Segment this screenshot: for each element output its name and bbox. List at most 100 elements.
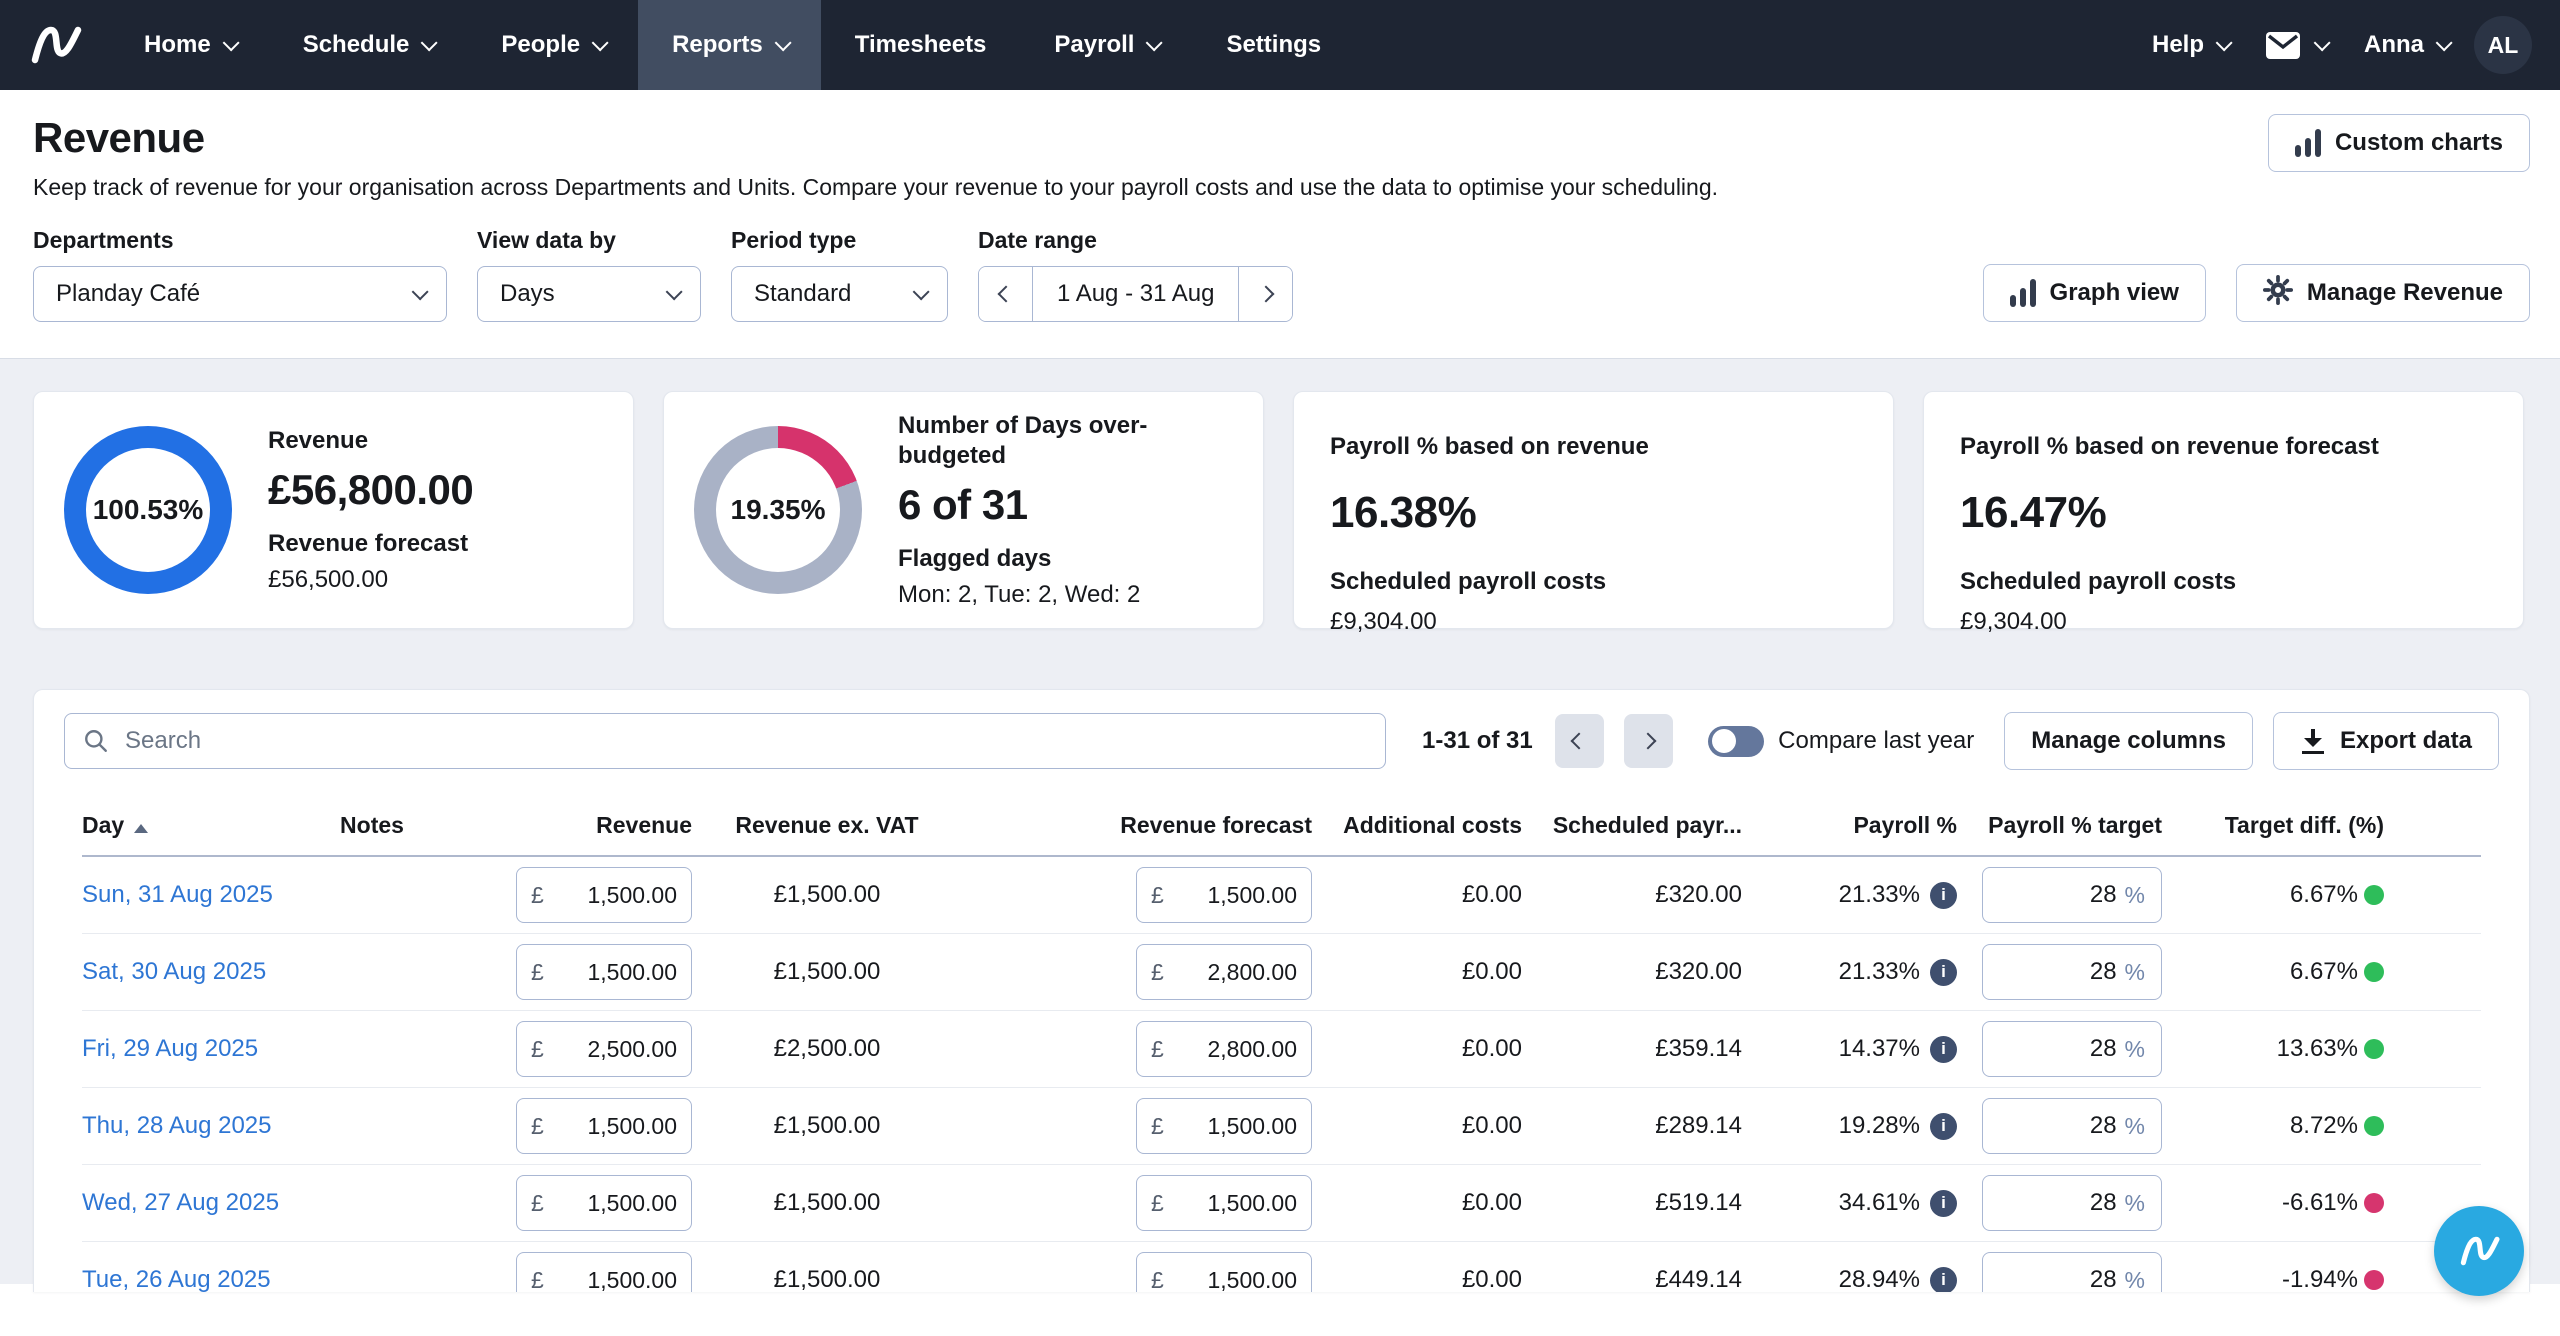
kpi-subvalue: Mon: 2, Tue: 2, Wed: 2 [898, 581, 1141, 608]
day-link[interactable]: Tue, 26 Aug 2025 [82, 1266, 271, 1292]
chevron-right-icon [1257, 285, 1275, 303]
payroll-target-cell: 28 % [1957, 1252, 2162, 1292]
nav-right: Help Anna AL [2140, 0, 2560, 90]
column-header-notes[interactable]: Notes [340, 812, 404, 838]
info-icon[interactable] [1930, 1189, 1957, 1217]
date-range-prev-button[interactable] [979, 267, 1033, 321]
revenue-forecast-input[interactable]: £ 1,500.00 [1136, 1175, 1312, 1231]
target-diff-cell: 6.67% [2162, 958, 2481, 986]
info-icon[interactable] [1930, 1035, 1957, 1063]
revenue-cell: £ 1,500.00 [462, 1175, 692, 1231]
pagination-prev-button[interactable] [1554, 714, 1604, 768]
status-dot [2364, 1116, 2384, 1136]
period-type-select[interactable]: Standard [731, 266, 948, 322]
revenue-ex-vat-cell: £1,500.00 [773, 1189, 881, 1216]
day-link[interactable]: Fri, 29 Aug 2025 [82, 1035, 259, 1062]
manage-revenue-button[interactable]: Manage Revenue [2235, 264, 2530, 322]
chevron-down-icon [774, 34, 792, 52]
nav-item-payroll[interactable]: Payroll [1020, 0, 1192, 90]
payroll-target-cell: 28 % [1957, 867, 2162, 923]
manage-columns-button[interactable]: Manage columns [2004, 712, 2253, 770]
info-icon[interactable] [1930, 1112, 1957, 1140]
planday-assistant-fab[interactable] [2434, 1206, 2524, 1296]
payroll-pct-cell: 19.28% [1742, 1112, 1957, 1140]
column-header-revenue-forecast[interactable]: Revenue forecast [1120, 812, 1312, 838]
kpi-subvalue: £9,304.00 [1960, 608, 2067, 635]
bar-chart-icon [2009, 279, 2036, 307]
departments-label: Departments [33, 227, 174, 253]
day-cell: Thu, 28 Aug 2025 [82, 1112, 282, 1140]
status-dot [2364, 1039, 2384, 1059]
currency-symbol: £ [1151, 1035, 1164, 1062]
payroll-target-input[interactable]: 28 % [1982, 1175, 2162, 1231]
kpi-value: 16.47% [1960, 488, 2107, 537]
planday-logo-icon[interactable] [0, 0, 110, 90]
revenue-input[interactable]: £ 1,500.00 [516, 944, 692, 1000]
currency-symbol: £ [1151, 1112, 1164, 1139]
day-link[interactable]: Wed, 27 Aug 2025 [82, 1189, 280, 1216]
day-link[interactable]: Thu, 28 Aug 2025 [82, 1112, 272, 1139]
revenue-forecast-input[interactable]: £ 1,500.00 [1136, 1098, 1312, 1154]
column-header-additional-costs[interactable]: Additional costs [1343, 812, 1522, 838]
messages-menu[interactable] [2254, 31, 2338, 59]
view-data-by-select[interactable]: Days [477, 266, 701, 322]
payroll-pct-cell: 21.33% [1742, 958, 1957, 986]
revenue-forecast-input[interactable]: £ 1,500.00 [1136, 1252, 1312, 1292]
revenue-forecast-input[interactable]: £ 2,800.00 [1136, 1021, 1312, 1077]
custom-charts-button[interactable]: Custom charts [2267, 114, 2530, 172]
column-header-payroll-pct-target[interactable]: Payroll % target [1988, 812, 2162, 838]
nav-item-schedule[interactable]: Schedule [269, 0, 468, 90]
day-link[interactable]: Sat, 30 Aug 2025 [82, 958, 267, 985]
column-header-payroll-pct[interactable]: Payroll % [1853, 812, 1957, 838]
column-header-revenue[interactable]: Revenue [596, 812, 692, 838]
payroll-target-input[interactable]: 28 % [1982, 944, 2162, 1000]
departments-select[interactable]: Planday Café [33, 266, 447, 322]
gear-icon [2262, 275, 2293, 311]
nav-item-people[interactable]: People [467, 0, 638, 90]
column-header-target-diff[interactable]: Target diff. (%) [2224, 812, 2384, 838]
user-menu[interactable]: Anna [2352, 31, 2460, 59]
kpi-cards: 100.53% Revenue £56,800.00 Revenue forec… [33, 391, 2530, 635]
payroll-pct-cell: 21.33% [1742, 881, 1957, 909]
search-input[interactable] [125, 727, 1367, 755]
nav-item-home[interactable]: Home [110, 0, 269, 90]
info-icon[interactable] [1930, 881, 1957, 909]
avatar[interactable]: AL [2474, 16, 2532, 74]
revenue-input[interactable]: £ 2,500.00 [516, 1021, 692, 1077]
pagination-range: 1-31 of 31 [1422, 727, 1533, 754]
payroll-target-input[interactable]: 28 % [1982, 1252, 2162, 1292]
graph-view-button[interactable]: Graph view [1982, 264, 2206, 322]
currency-symbol: £ [1151, 1189, 1164, 1216]
column-header-revenue-ex-vat[interactable]: Revenue ex. VAT [735, 812, 919, 838]
pagination-next-button[interactable] [1623, 714, 1673, 768]
currency-symbol: £ [531, 881, 544, 908]
kpi-card-revenue: 100.53% Revenue £56,800.00 Revenue forec… [33, 391, 634, 629]
revenue-input[interactable]: £ 1,500.00 [516, 1252, 692, 1292]
page-header: Revenue Keep track of revenue for your o… [0, 90, 2560, 211]
column-header-day[interactable]: Day [82, 812, 282, 839]
revenue-forecast-input[interactable]: £ 1,500.00 [1136, 867, 1312, 923]
revenue-cell: £ 1,500.00 [462, 1098, 692, 1154]
revenue-input[interactable]: £ 1,500.00 [516, 867, 692, 923]
nav-item-settings[interactable]: Settings [1226, 31, 1322, 58]
info-icon[interactable] [1930, 1266, 1957, 1292]
payroll-target-input[interactable]: 28 % [1982, 867, 2162, 923]
revenue-input[interactable]: £ 1,500.00 [516, 1175, 692, 1231]
nav-item-timesheets[interactable]: Timesheets [854, 31, 987, 58]
revenue-input[interactable]: £ 1,500.00 [516, 1098, 692, 1154]
date-range-value[interactable]: 1 Aug - 31 Aug [1057, 280, 1215, 307]
date-range-next-button[interactable] [1238, 267, 1293, 321]
compare-last-year-toggle[interactable] [1708, 725, 1765, 757]
payroll-target-cell: 28 % [1957, 1021, 2162, 1077]
info-icon[interactable] [1930, 958, 1957, 986]
kpi-title: Payroll % based on revenue [1330, 433, 1649, 460]
nav-item-reports[interactable]: Reports [638, 0, 821, 90]
revenue-forecast-input[interactable]: £ 2,800.00 [1136, 944, 1312, 1000]
column-header-scheduled-payroll[interactable]: Scheduled payr... [1552, 812, 1742, 838]
help-menu[interactable]: Help [2140, 31, 2240, 59]
payroll-target-input[interactable]: 28 % [1982, 1098, 2162, 1154]
export-data-button[interactable]: Export data [2272, 712, 2499, 770]
currency-symbol: £ [531, 1112, 544, 1139]
day-link[interactable]: Sun, 31 Aug 2025 [82, 881, 273, 908]
payroll-target-input[interactable]: 28 % [1982, 1021, 2162, 1077]
